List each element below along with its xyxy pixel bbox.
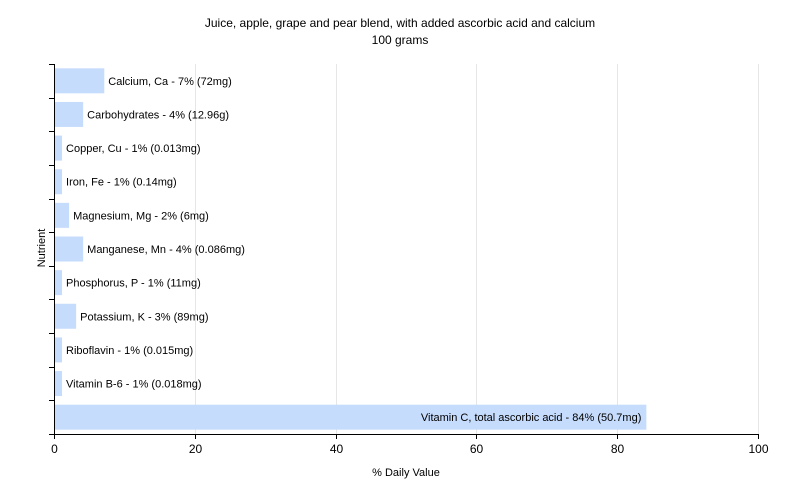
bar bbox=[55, 371, 63, 397]
bar-label: Carbohydrates - 4% (12.96g) bbox=[87, 109, 229, 121]
bar-group: Calcium, Ca - 7% (72mg) Carbohydrates - 4… bbox=[55, 68, 647, 430]
bar bbox=[55, 68, 105, 94]
bar-label: Magnesium, Mg - 2% (6mg) bbox=[73, 210, 209, 222]
grid-lines bbox=[195, 64, 759, 434]
bar-label: Riboflavin - 1% (0.015mg) bbox=[66, 345, 193, 357]
bar bbox=[55, 337, 63, 363]
chart-title: Juice, apple, grape and pear blend, with… bbox=[205, 16, 595, 30]
x-tick-label: 40 bbox=[330, 442, 344, 456]
bar-label: Vitamin B-6 - 1% (0.018mg) bbox=[66, 379, 202, 391]
axes: 0 20 40 60 80 100 bbox=[49, 64, 769, 456]
bar bbox=[55, 236, 84, 262]
bar bbox=[55, 270, 63, 296]
bar bbox=[55, 169, 63, 195]
bar-label: Copper, Cu - 1% (0.013mg) bbox=[66, 143, 201, 155]
bar bbox=[55, 303, 77, 329]
chart-subtitle: 100 grams bbox=[372, 33, 429, 47]
bar bbox=[55, 135, 63, 161]
bar-label: Calcium, Ca - 7% (72mg) bbox=[108, 76, 231, 88]
bar-label: Manganese, Mn - 4% (0.086mg) bbox=[87, 244, 245, 256]
bar-label: Vitamin C, total ascorbic acid - 84% (50… bbox=[421, 412, 642, 424]
y-axis-label: Nutrient bbox=[36, 229, 48, 268]
bar-label: Iron, Fe - 1% (0.14mg) bbox=[66, 177, 177, 189]
bar-label: Potassium, K - 3% (89mg) bbox=[80, 311, 208, 323]
x-tick-label: 80 bbox=[611, 442, 625, 456]
bar-label: Phosphorus, P - 1% (11mg) bbox=[66, 278, 201, 290]
x-tick-label: 100 bbox=[748, 442, 768, 456]
x-axis-label: % Daily Value bbox=[372, 467, 440, 479]
x-tick-label: 20 bbox=[189, 442, 203, 456]
bar bbox=[55, 404, 647, 430]
bar bbox=[55, 101, 84, 127]
x-tick-label: 0 bbox=[51, 442, 58, 456]
x-tick-label: 60 bbox=[470, 442, 484, 456]
bar bbox=[55, 202, 70, 228]
